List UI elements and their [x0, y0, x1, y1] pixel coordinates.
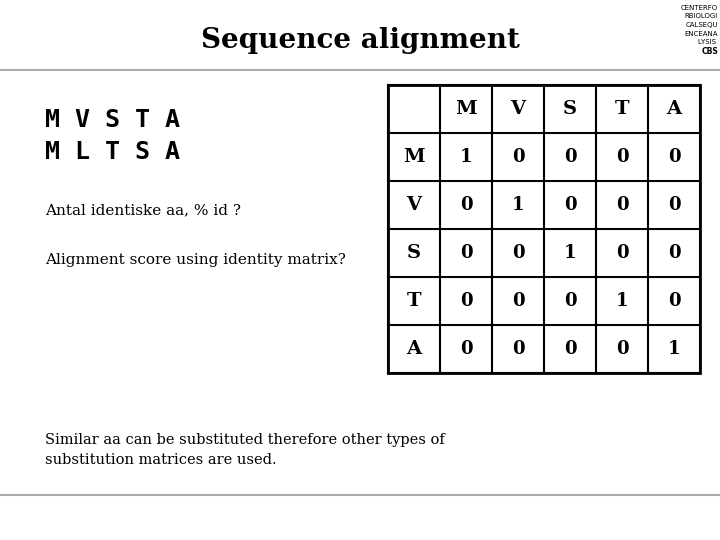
Text: 1: 1 [564, 244, 576, 262]
Text: 0: 0 [512, 292, 524, 310]
Text: 0: 0 [459, 196, 472, 214]
Text: S: S [563, 100, 577, 118]
Text: 0: 0 [564, 196, 576, 214]
Text: 0: 0 [667, 196, 680, 214]
Text: RBIOLOGI: RBIOLOGI [685, 14, 718, 19]
Text: M L T S A: M L T S A [45, 140, 180, 164]
Text: M: M [403, 148, 425, 166]
Text: 0: 0 [564, 292, 576, 310]
Text: V: V [510, 100, 526, 118]
Text: 1: 1 [512, 196, 524, 214]
Text: CENTERFO: CENTERFO [681, 5, 718, 11]
Text: 0: 0 [459, 292, 472, 310]
Text: 1: 1 [616, 292, 629, 310]
Text: 0: 0 [512, 148, 524, 166]
Text: 0: 0 [616, 340, 629, 358]
Text: 0: 0 [512, 340, 524, 358]
Text: ENCEANA: ENCEANA [685, 30, 718, 37]
Text: 0: 0 [616, 196, 629, 214]
Text: 0: 0 [564, 340, 576, 358]
Text: CALSEQU: CALSEQU [685, 22, 718, 28]
Text: S: S [407, 244, 421, 262]
Text: Similar aa can be substituted therefore other types of
substitution matrices are: Similar aa can be substituted therefore … [45, 433, 445, 467]
Text: 0: 0 [459, 340, 472, 358]
Text: Sequence alignment: Sequence alignment [201, 26, 519, 53]
Text: 1: 1 [667, 340, 680, 358]
Text: A: A [667, 100, 682, 118]
Text: 0: 0 [512, 244, 524, 262]
Text: M V S T A: M V S T A [45, 108, 180, 132]
Text: T: T [615, 100, 629, 118]
Text: 0: 0 [667, 244, 680, 262]
Text: M: M [455, 100, 477, 118]
Text: 0: 0 [616, 244, 629, 262]
Text: LYSIS: LYSIS [698, 39, 718, 45]
Text: 1: 1 [460, 148, 472, 166]
Text: CBS: CBS [701, 48, 718, 57]
Text: A: A [406, 340, 422, 358]
Text: 0: 0 [459, 244, 472, 262]
Text: 0: 0 [616, 148, 629, 166]
Text: V: V [406, 196, 422, 214]
Text: 0: 0 [564, 148, 576, 166]
Text: T: T [407, 292, 421, 310]
Text: 0: 0 [667, 292, 680, 310]
Bar [388, 85, 700, 373]
Text: Antal identiske aa, % id ?: Antal identiske aa, % id ? [45, 203, 241, 217]
Text: 0: 0 [667, 148, 680, 166]
Text: Alignment score using identity matrix?: Alignment score using identity matrix? [45, 253, 346, 267]
